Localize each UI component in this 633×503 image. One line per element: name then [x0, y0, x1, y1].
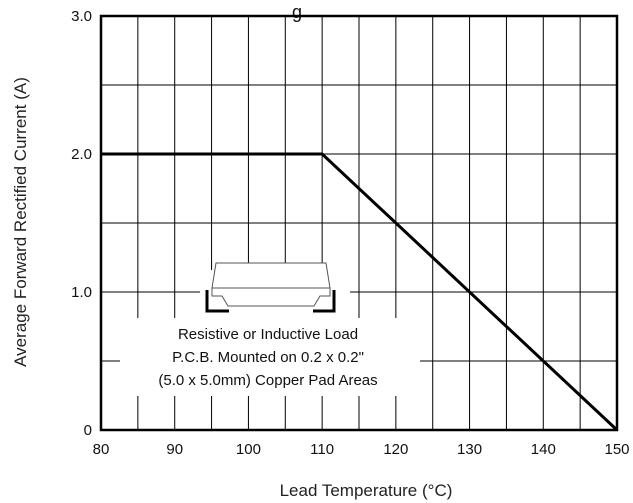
annotation: Resistive or Inductive Load P.C.B. Mount… — [120, 318, 420, 396]
chart-title-fragment: g — [292, 2, 302, 22]
y-tick-label: 1.0 — [71, 284, 92, 301]
x-tick-label: 90 — [166, 441, 183, 458]
annotation-line-2: P.C.B. Mounted on 0.2 x 0.2" — [172, 349, 364, 366]
x-tick-label: 110 — [310, 441, 334, 458]
x-tick-labels: 80 90 100 110 120 130 140 150 — [93, 441, 630, 458]
series-group — [101, 152, 619, 432]
x-tick-label: 130 — [457, 441, 482, 458]
series-line-1 — [101, 152, 619, 432]
x-tick-label: 150 — [604, 441, 629, 458]
y-tick-label: 0 — [84, 422, 92, 439]
x-tick-label: 100 — [236, 441, 261, 458]
x-tick-label: 120 — [383, 441, 408, 458]
y-tick-label: 3.0 — [71, 8, 92, 25]
annotation-line-1: Resistive or Inductive Load — [178, 326, 358, 343]
x-axis-label: Lead Temperature (°C) — [280, 481, 453, 500]
y-tick-labels: 0 1.0 2.0 3.0 — [71, 8, 92, 439]
x-tick-label: 80 — [93, 441, 110, 458]
x-tick-label: 140 — [531, 441, 556, 458]
plot-frame — [99, 14, 619, 432]
y-tick-label: 2.0 — [71, 146, 92, 163]
annotation-line-3: (5.0 x 5.0mm) Copper Pad Areas — [158, 372, 377, 389]
y-axis-label: Average Forward Rectified Current (A) — [11, 77, 30, 367]
